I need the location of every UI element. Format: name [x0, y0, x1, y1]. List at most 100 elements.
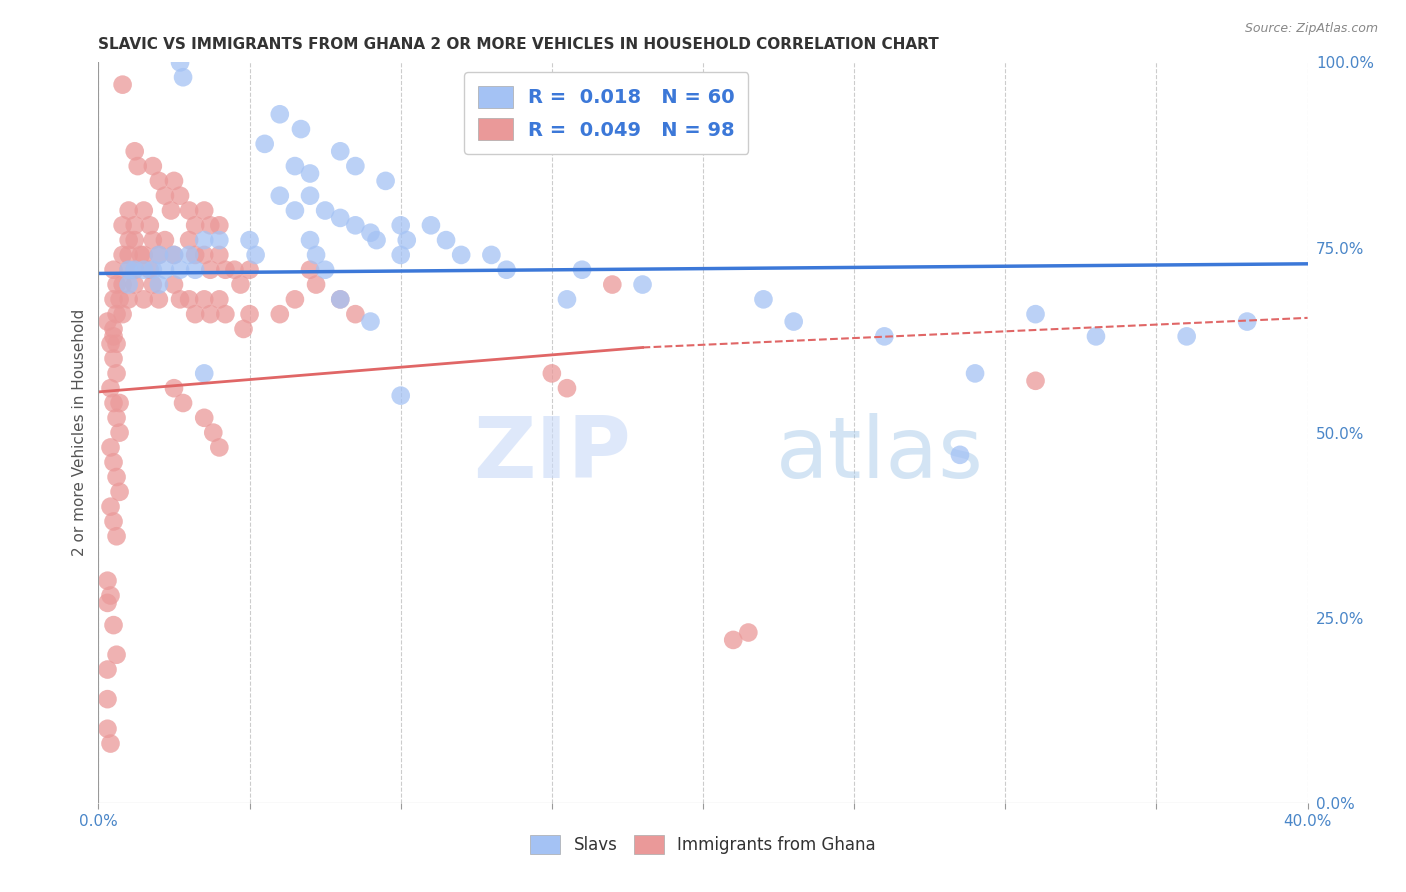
Point	[103, 329, 125, 343]
Point	[108, 293, 131, 307]
Point	[360, 314, 382, 328]
Point	[172, 70, 194, 85]
Point	[163, 381, 186, 395]
Point	[103, 455, 125, 469]
Point	[200, 307, 222, 321]
Point	[344, 219, 367, 233]
Point	[108, 484, 131, 499]
Point	[105, 336, 128, 351]
Point	[103, 396, 125, 410]
Point	[108, 396, 131, 410]
Point	[299, 233, 322, 247]
Point	[540, 367, 562, 381]
Point	[103, 293, 125, 307]
Point	[132, 248, 155, 262]
Point	[103, 322, 125, 336]
Point	[752, 293, 775, 307]
Point	[163, 277, 186, 292]
Point	[184, 307, 207, 321]
Point	[571, 262, 593, 277]
Point	[193, 233, 215, 247]
Point	[202, 425, 225, 440]
Point	[200, 262, 222, 277]
Point	[284, 203, 307, 218]
Point	[193, 293, 215, 307]
Point	[179, 248, 201, 262]
Point	[153, 233, 176, 247]
Point	[96, 722, 118, 736]
Point	[163, 248, 186, 262]
Point	[111, 219, 134, 233]
Point	[1175, 329, 1198, 343]
Point	[200, 219, 222, 233]
Point	[208, 233, 231, 247]
Point	[214, 262, 236, 277]
Point	[344, 307, 367, 321]
Point	[139, 262, 162, 277]
Text: atlas: atlas	[776, 413, 984, 496]
Point	[737, 625, 759, 640]
Point	[96, 574, 118, 588]
Point	[148, 293, 170, 307]
Point	[127, 159, 149, 173]
Point	[105, 307, 128, 321]
Point	[148, 174, 170, 188]
Point	[179, 233, 201, 247]
Point	[142, 277, 165, 292]
Point	[132, 262, 155, 277]
Point	[105, 410, 128, 425]
Point	[214, 307, 236, 321]
Point	[105, 648, 128, 662]
Point	[96, 314, 118, 328]
Point	[124, 277, 146, 292]
Point	[366, 233, 388, 247]
Point	[329, 145, 352, 159]
Point	[96, 663, 118, 677]
Point	[1085, 329, 1108, 343]
Point	[118, 248, 141, 262]
Point	[139, 219, 162, 233]
Point	[1236, 314, 1258, 328]
Point	[193, 248, 215, 262]
Point	[148, 277, 170, 292]
Point	[481, 248, 503, 262]
Point	[420, 219, 443, 233]
Point	[160, 203, 183, 218]
Point	[169, 188, 191, 202]
Point	[172, 396, 194, 410]
Point	[299, 262, 322, 277]
Point	[389, 388, 412, 402]
Point	[163, 174, 186, 188]
Point	[118, 203, 141, 218]
Point	[111, 78, 134, 92]
Point	[100, 589, 122, 603]
Point	[253, 136, 276, 151]
Point	[105, 367, 128, 381]
Point	[284, 159, 307, 173]
Point	[103, 515, 125, 529]
Legend: Slavs, Immigrants from Ghana: Slavs, Immigrants from Ghana	[523, 829, 883, 861]
Point	[269, 307, 291, 321]
Point	[142, 262, 165, 277]
Point	[118, 293, 141, 307]
Point	[124, 219, 146, 233]
Point	[555, 293, 578, 307]
Point	[153, 262, 176, 277]
Point	[229, 277, 252, 292]
Point	[360, 226, 382, 240]
Text: Source: ZipAtlas.com: Source: ZipAtlas.com	[1244, 22, 1378, 36]
Point	[169, 55, 191, 70]
Point	[305, 248, 328, 262]
Point	[783, 314, 806, 328]
Point	[284, 293, 307, 307]
Point	[299, 188, 322, 202]
Text: SLAVIC VS IMMIGRANTS FROM GHANA 2 OR MORE VEHICLES IN HOUSEHOLD CORRELATION CHAR: SLAVIC VS IMMIGRANTS FROM GHANA 2 OR MOR…	[98, 37, 939, 52]
Point	[208, 293, 231, 307]
Point	[96, 692, 118, 706]
Point	[184, 219, 207, 233]
Point	[949, 448, 972, 462]
Point	[290, 122, 312, 136]
Point	[124, 145, 146, 159]
Point	[169, 262, 191, 277]
Point	[132, 293, 155, 307]
